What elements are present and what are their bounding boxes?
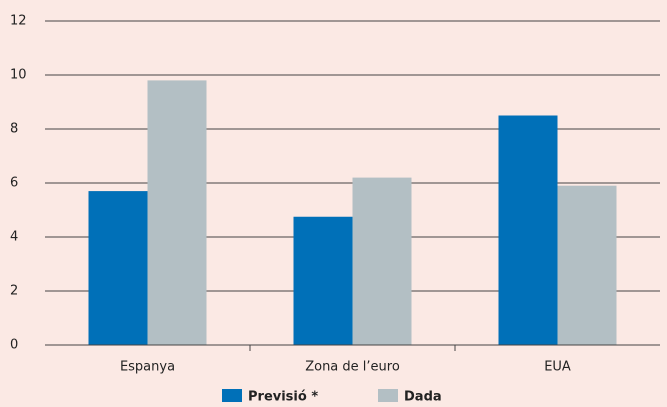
bar bbox=[147, 80, 207, 346]
x-tick-label: EUA bbox=[544, 360, 571, 375]
bar bbox=[293, 216, 353, 345]
legend-swatch bbox=[222, 389, 242, 402]
y-tick-label: 2 bbox=[10, 284, 18, 299]
y-tick-label: 8 bbox=[10, 122, 18, 137]
x-tick-label: Zona de l’euro bbox=[305, 360, 400, 375]
bar bbox=[352, 177, 412, 345]
legend-label: Previsió * bbox=[248, 390, 318, 405]
y-tick-label: 12 bbox=[10, 14, 27, 29]
legend-label: Dada bbox=[404, 390, 442, 405]
bar bbox=[557, 185, 617, 345]
y-tick-label: 6 bbox=[10, 176, 18, 191]
y-tick-label: 10 bbox=[10, 68, 27, 83]
bar bbox=[498, 115, 558, 345]
y-tick-label: 4 bbox=[10, 230, 18, 245]
x-tick-label: Espanya bbox=[120, 360, 175, 375]
legend-swatch bbox=[378, 389, 398, 402]
bar bbox=[88, 191, 148, 345]
y-tick-label: 0 bbox=[10, 338, 18, 353]
